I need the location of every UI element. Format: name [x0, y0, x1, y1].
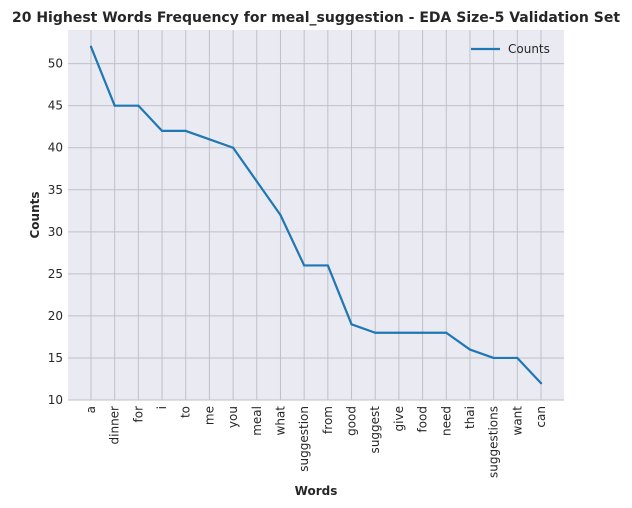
x-tick-label: food	[416, 406, 430, 433]
x-tick-label: suggest	[368, 406, 382, 454]
data-point	[89, 45, 93, 48]
data-point	[137, 104, 140, 107]
x-tick-label: what	[273, 406, 287, 436]
x-tick-label: a	[84, 406, 98, 413]
x-axis-label: Words	[295, 484, 338, 498]
x-tick-label: can	[534, 406, 548, 428]
chart-title: 20 Highest Words Frequency for meal_sugg…	[12, 10, 620, 26]
x-tick-label: suggestion	[297, 406, 311, 472]
data-point	[468, 348, 472, 351]
y-tick-label: 45	[48, 99, 63, 113]
x-tick-label: me	[202, 406, 216, 425]
x-tick-label: you	[226, 406, 240, 428]
data-point	[184, 129, 187, 133]
data-point	[445, 331, 448, 334]
x-axis-ticks: a dinner for i to me you meal what suggestion from…	[84, 406, 548, 478]
data-point	[160, 129, 164, 133]
plot-area	[68, 30, 564, 400]
y-tick-label: 10	[48, 393, 63, 407]
x-tick-label: from	[321, 406, 335, 434]
data-point	[397, 331, 400, 334]
x-tick-label: need	[439, 406, 453, 436]
x-tick-label: to	[179, 406, 193, 418]
legend: Counts	[471, 42, 550, 56]
y-axis-label: Counts	[28, 191, 42, 238]
legend-label: Counts	[508, 42, 550, 56]
data-point	[374, 331, 377, 334]
data-point	[113, 104, 116, 107]
y-tick-label: 35	[48, 183, 63, 197]
x-tick-label: i	[155, 406, 169, 409]
y-axis-ticks: 10 15 20 25 30 35 40 45 50	[48, 57, 63, 407]
data-point	[303, 264, 306, 267]
y-tick-label: 50	[48, 57, 63, 71]
y-tick-label: 20	[48, 309, 63, 323]
x-tick-label: dinner	[108, 406, 122, 445]
y-tick-label: 25	[48, 267, 63, 281]
x-tick-label: want	[510, 406, 524, 436]
y-tick-label: 30	[48, 225, 63, 239]
data-point	[208, 138, 211, 141]
data-point	[539, 382, 543, 385]
x-tick-label: meal	[250, 406, 264, 436]
data-point	[326, 264, 329, 267]
x-tick-label: good	[345, 406, 359, 436]
x-tick-label: give	[392, 406, 406, 431]
series-line-counts	[89, 45, 543, 385]
x-tick-label: for	[131, 406, 145, 423]
data-point	[255, 180, 258, 183]
x-tick-label: thai	[463, 406, 477, 429]
data-point	[279, 213, 282, 217]
y-tick-label: 40	[48, 141, 63, 155]
data-point	[350, 323, 353, 326]
y-tick-label: 15	[48, 351, 63, 365]
data-point	[492, 356, 495, 360]
x-tick-label: suggestions	[487, 406, 501, 478]
data-point	[232, 146, 235, 149]
series-points	[89, 45, 543, 385]
data-point	[421, 331, 424, 334]
data-point	[516, 356, 519, 360]
